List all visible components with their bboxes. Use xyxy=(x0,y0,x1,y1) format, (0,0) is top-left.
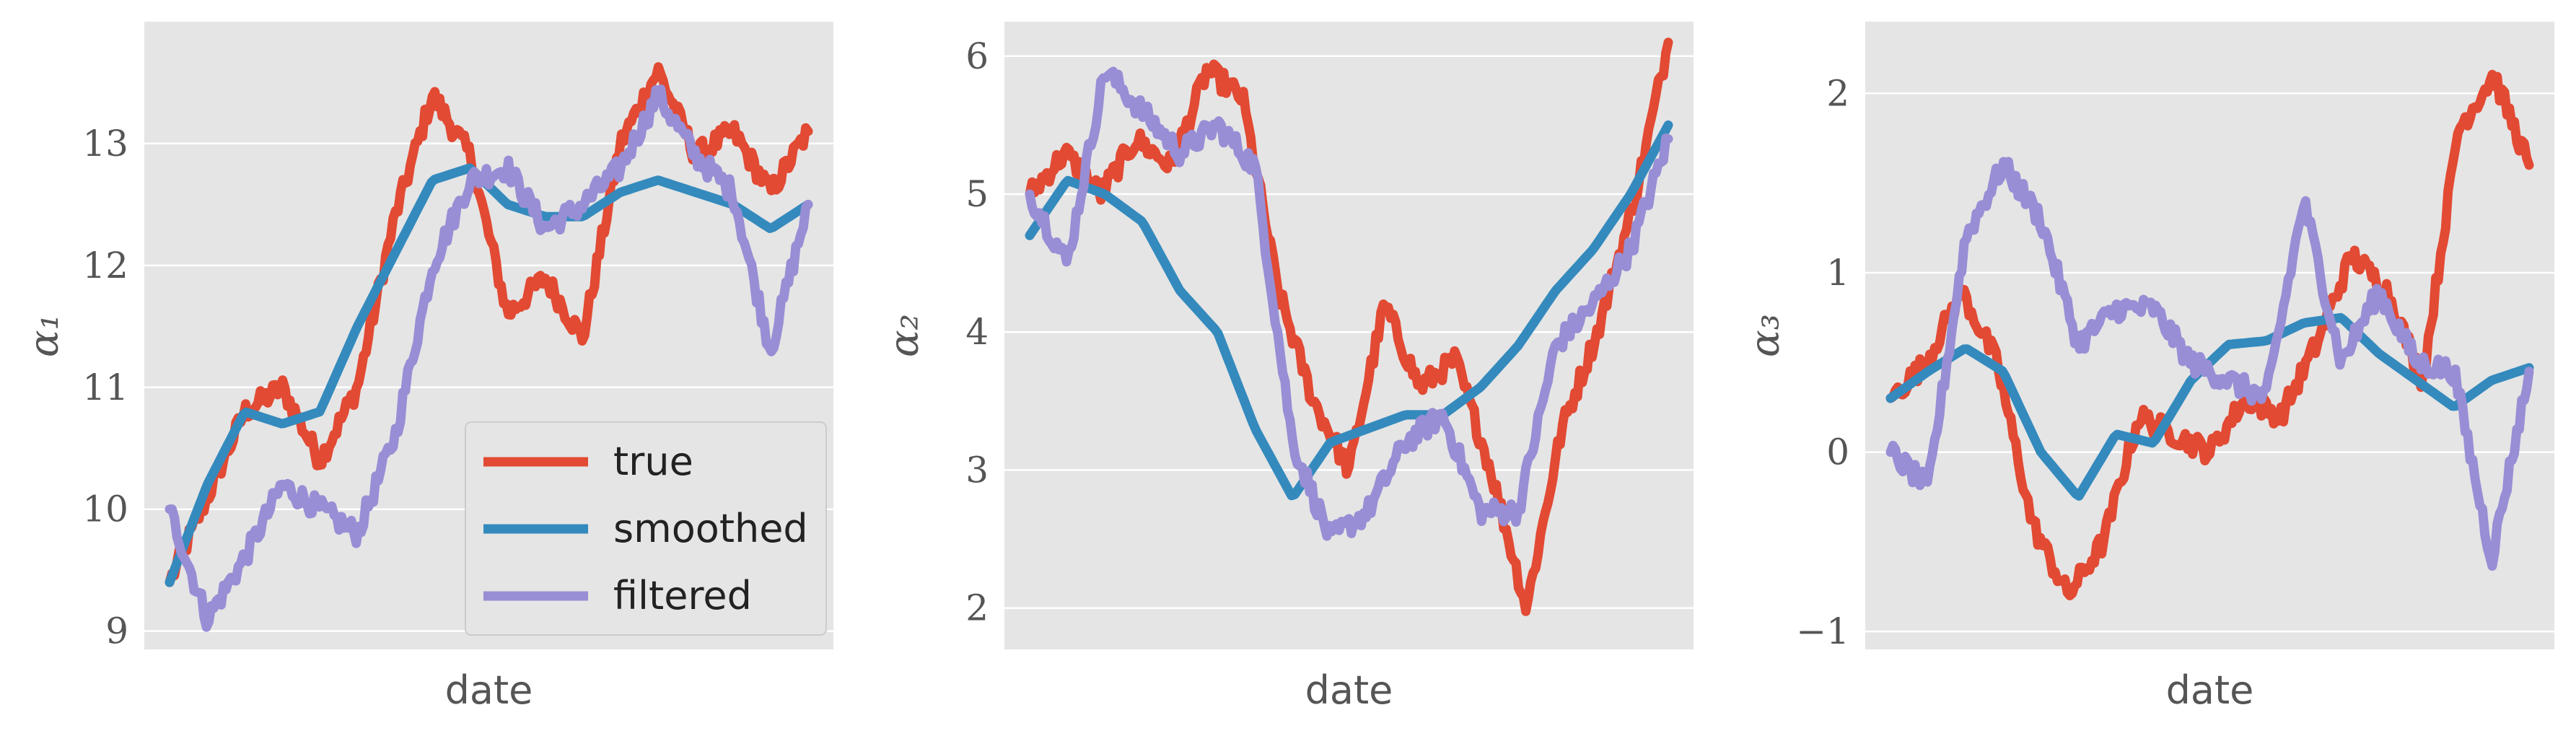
series-line-true xyxy=(165,62,813,587)
y-tick-label: 9 xyxy=(105,610,128,652)
y-tick-label: 2 xyxy=(1826,72,1849,114)
x-axis-label: date xyxy=(445,667,533,713)
y-tick-label: 3 xyxy=(965,449,989,491)
y-axis-label: α₃ xyxy=(1742,314,1789,357)
y-tick-label: 11 xyxy=(82,367,128,408)
chart-panel-3: −1 0 1 2 date α₃ xyxy=(1742,22,2554,713)
chart-panel-2: 2 3 4 5 6 date α₂ xyxy=(881,22,1694,713)
y-tick-label: 2 xyxy=(965,587,989,629)
y-tick-label: 10 xyxy=(82,489,128,530)
y-tick-label: 12 xyxy=(82,245,128,286)
series-line-filtered xyxy=(165,84,813,632)
y-tick-label: 5 xyxy=(965,173,989,215)
y-tick-label: 1 xyxy=(1826,252,1849,294)
y-tick-label: 13 xyxy=(82,123,128,165)
x-axis-label: date xyxy=(2166,667,2254,713)
y-axis-label: α₂ xyxy=(881,314,928,357)
y-tick-label: −1 xyxy=(1796,610,1849,652)
series-line-true xyxy=(1025,38,1673,616)
plot-area xyxy=(1865,22,2554,649)
y-tick-label: 0 xyxy=(1826,431,1849,473)
legend-label-filtered: filtered xyxy=(613,573,752,618)
chart-panel-1: 9 10 11 12 13 date α₁ true smoothed filtered xyxy=(21,22,833,713)
series-line-true xyxy=(1885,69,2534,600)
legend-label-smoothed: smoothed xyxy=(613,506,808,551)
legend: true smoothed filtered xyxy=(465,421,827,636)
y-tick-label: 6 xyxy=(965,35,989,77)
plot-area xyxy=(1004,22,1694,649)
y-axis-label: α₁ xyxy=(21,314,68,357)
x-axis-label: date xyxy=(1305,667,1393,713)
y-tick-label: 4 xyxy=(965,311,989,353)
legend-label-true: true xyxy=(613,439,693,484)
series-line-filtered xyxy=(1025,66,1673,541)
legend-box xyxy=(465,421,827,636)
series-line-filtered xyxy=(1885,157,2534,571)
series-line-smoothed xyxy=(1025,120,1673,501)
